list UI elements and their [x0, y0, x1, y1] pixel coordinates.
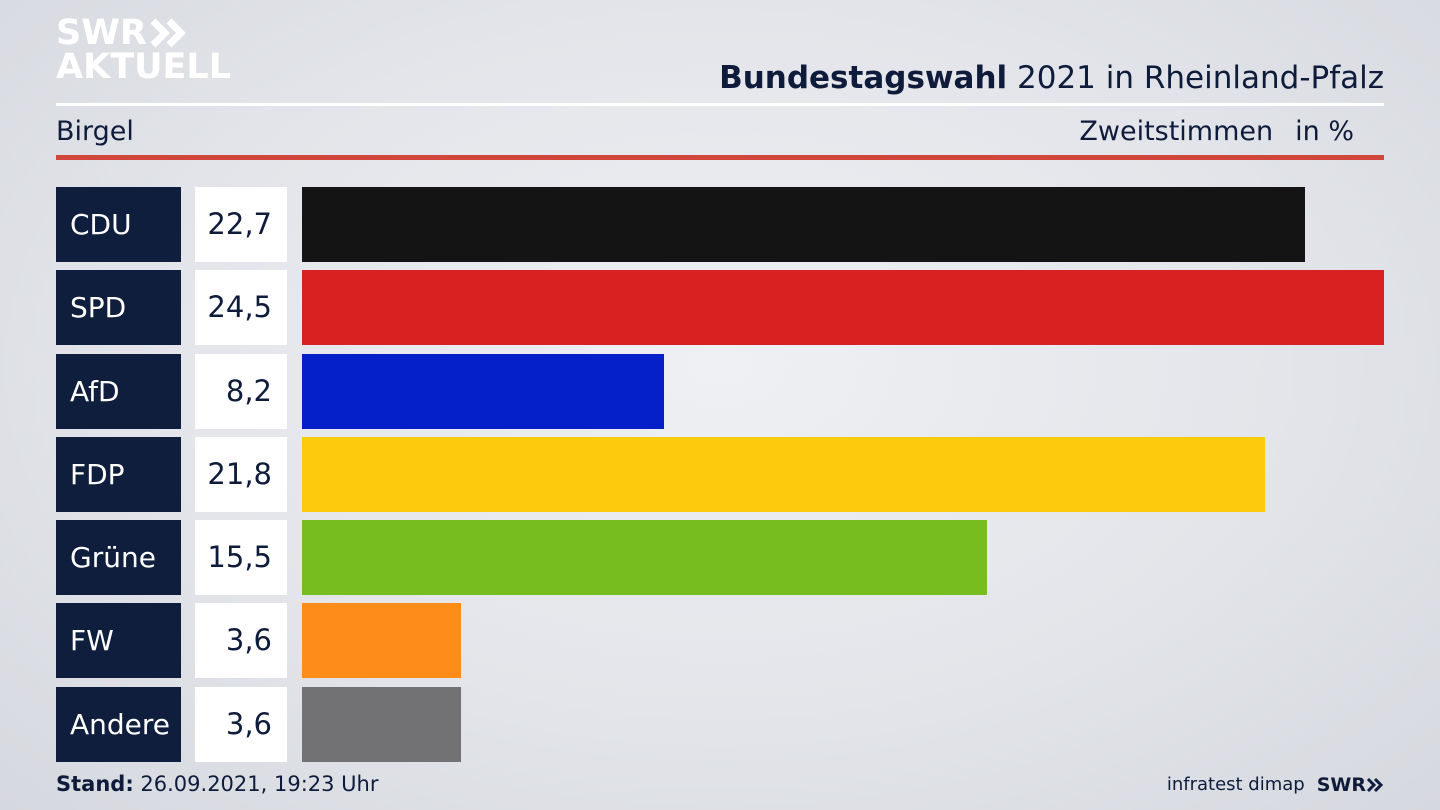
party-label: SPD: [56, 270, 181, 346]
swr-aktuell-logo: SWR AKTUELL: [56, 13, 232, 92]
party-label: FDP: [56, 436, 181, 512]
bar: [302, 353, 664, 429]
logo-line2: AKTUELL: [56, 47, 232, 87]
bar-track: [302, 686, 1384, 762]
value-label: 3,6: [195, 603, 287, 679]
value-label: 24,5: [195, 270, 287, 346]
bar: [302, 520, 987, 596]
value-label: 15,5: [195, 520, 287, 596]
bar-row: AfD 8,2: [56, 353, 1384, 429]
bar: [302, 187, 1305, 262]
bar: [302, 686, 461, 762]
stand-value: 26.09.2021, 19:23 Uhr: [133, 772, 379, 796]
measure-unit: in %: [1295, 116, 1354, 147]
bar-row: Grüne 15,5: [56, 520, 1384, 596]
region-label: Birgel: [56, 116, 134, 147]
value-label: 21,8: [195, 436, 287, 512]
source-label: infratest dimap: [1166, 774, 1305, 795]
title-bold: Bundestagswahl: [719, 60, 1008, 96]
title-rest: 2021 in Rheinland-Pfalz: [1007, 60, 1384, 96]
chart-title: Bundestagswahl 2021 in Rheinland-Pfalz: [719, 58, 1384, 98]
bar-row: FW 3,6: [56, 603, 1384, 679]
measure-name: Zweitstimmen: [1079, 116, 1274, 147]
bar: [302, 603, 461, 679]
party-label: Andere: [56, 686, 181, 762]
double-chevron-icon: [150, 18, 186, 48]
accent-divider: [56, 155, 1384, 160]
stand-label: Stand:: [56, 772, 134, 796]
footer-brand-text: SWR: [1316, 774, 1366, 796]
party-label: AfD: [56, 353, 181, 429]
logo-line1: SWR: [56, 13, 147, 53]
bar-row: SPD 24,5: [56, 270, 1384, 346]
footer-brand: SWR: [1317, 772, 1384, 798]
bar-track: [302, 520, 1384, 596]
party-label: Grüne: [56, 520, 181, 596]
bar-track: [302, 353, 1384, 429]
bar: [302, 270, 1384, 346]
value-label: 22,7: [195, 187, 287, 262]
party-label: CDU: [56, 187, 181, 262]
measure-label: Zweitstimmen in %: [1079, 114, 1354, 150]
timestamp: Stand: 26.09.2021, 19:23 Uhr: [56, 770, 379, 798]
value-label: 3,6: [195, 686, 287, 762]
double-chevron-icon: [1366, 777, 1384, 793]
source-credits: infratest dimap SWR: [1167, 772, 1384, 798]
bar-row: CDU 22,7: [56, 187, 1384, 262]
bar: [302, 436, 1265, 512]
bar-row: Andere 3,6: [56, 686, 1384, 762]
bar-track: [302, 270, 1384, 346]
party-label: FW: [56, 603, 181, 679]
header-divider: [56, 103, 1384, 106]
bar-track: [302, 436, 1384, 512]
bar-track: [302, 187, 1384, 262]
value-label: 8,2: [195, 353, 287, 429]
bar-row: FDP 21,8: [56, 436, 1384, 512]
bar-chart: CDU 22,7 SPD 24,5 AfD 8,2 FDP 21,8 Grüne 15,5 FW 3,…: [56, 187, 1384, 770]
bar-track: [302, 603, 1384, 679]
